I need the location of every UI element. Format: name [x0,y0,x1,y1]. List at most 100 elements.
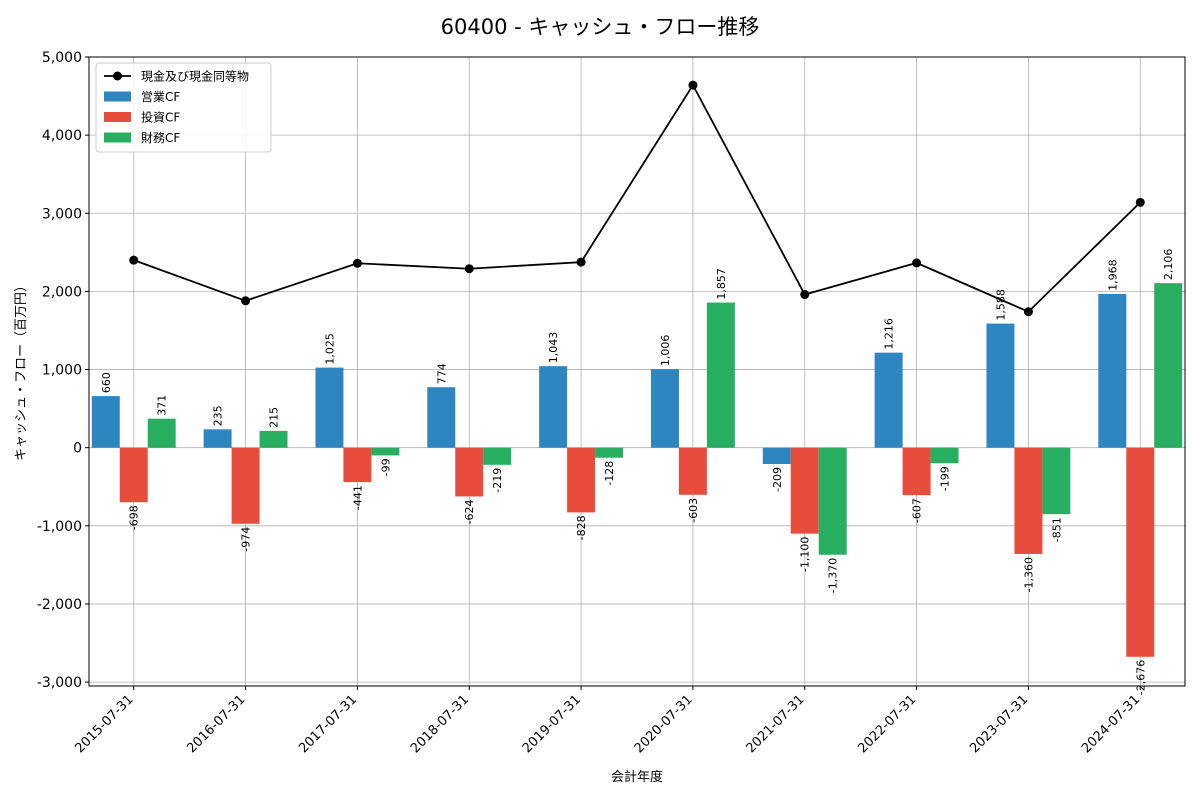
data-label: -209 [771,467,784,492]
data-label: -607 [911,498,924,523]
cash-line [133,83,1141,313]
x-tick-label: 2020-07-31 [632,692,696,756]
data-label: 1,968 [1106,259,1119,291]
x-tick-label: 2018-07-31 [408,692,472,756]
data-label: -219 [491,468,504,493]
bar-財務CF [1042,447,1071,515]
cash-point [912,258,922,268]
data-label: 1,043 [547,332,560,364]
bar-投資CF [231,447,260,524]
y-tick-label: 2,000 [42,284,82,300]
data-label: -828 [575,515,588,540]
legend-label: 財務CF [141,130,180,145]
bar-財務CF [147,418,176,448]
data-label: 774 [435,363,448,384]
x-tick-label: 2019-07-31 [520,692,584,756]
cash-point [352,258,362,268]
legend-marker [113,71,122,81]
data-label: -441 [351,485,364,510]
x-tick-label: 2017-07-31 [296,692,360,756]
legend-swatch [104,132,131,143]
x-tick-label: 2024-07-31 [1079,692,1143,756]
data-label: 235 [212,405,225,426]
y-tick-label: -1,000 [37,519,82,535]
plot-frame [88,56,1186,687]
data-label: -1,360 [1022,557,1035,592]
x-tick-label: 2015-07-31 [73,692,137,756]
bar-財務CF [259,430,288,448]
x-axis-label: 会計年度 [611,769,663,785]
legend-swatch [104,91,131,102]
data-label: -974 [240,527,253,552]
bar-営業CF [1098,293,1127,448]
bar-財務CF [818,447,847,555]
y-tick-label: -3,000 [37,675,82,691]
data-label: 1,025 [323,333,336,365]
bar-営業CF [427,387,456,448]
data-label: 1,857 [715,268,728,300]
legend-label: 投資CF [141,110,180,125]
data-label: -624 [463,499,476,524]
data-label: -603 [687,498,700,523]
bar-投資CF [567,447,596,513]
bar-営業CF [874,352,903,448]
bar-投資CF [1014,447,1043,554]
cash-point [129,255,139,265]
data-label: 1,216 [883,318,896,350]
data-label: 1,588 [994,289,1007,321]
bar-投資CF [119,447,148,503]
bar-財務CF [595,447,624,458]
bar-投資CF [902,447,931,496]
cash-point [1023,307,1033,317]
legend-label: 現金及び現金同等物 [141,69,249,84]
y-tick-label: 1,000 [42,363,82,379]
cash-point [688,80,698,90]
bar-財務CF [706,302,735,448]
data-label: 2,106 [1162,249,1175,281]
x-tick-label: 2016-07-31 [184,692,248,756]
y-tick-label: -2,000 [37,597,82,613]
bar-営業CF [650,369,679,448]
bar-投資CF [1126,447,1155,657]
legend-label: 営業CF [141,90,180,104]
bar-財務CF [483,447,512,465]
bar-営業CF [203,429,232,448]
bar-財務CF [1154,283,1183,448]
data-label: -1,370 [827,558,840,593]
y-tick-label: 5,000 [42,50,82,66]
bar-営業CF [315,367,344,448]
x-tick-label: 2023-07-31 [967,692,1031,756]
legend-swatch [104,112,131,122]
cash-point [464,264,474,274]
cash-point [576,257,586,267]
data-label: 371 [156,395,169,416]
x-tick-label: 2022-07-31 [855,692,919,756]
bar-営業CF [91,396,120,448]
data-label: -128 [603,461,616,486]
bar-営業CF [539,366,568,448]
chart-title: 60400 - キャッシュ・フロー推移 [441,15,760,39]
data-label: 1,006 [659,335,672,367]
data-label: -199 [939,466,952,491]
cash-point [241,296,251,306]
y-axis-label: キャッシュ・フロー（百万円） [14,279,29,461]
bar-投資CF [678,447,707,495]
bar-投資CF [343,447,372,483]
data-label: -851 [1050,517,1063,542]
bar-投資CF [790,447,819,534]
y-tick-label: 3,000 [42,206,82,222]
bar-投資CF [455,447,484,497]
data-label: 660 [100,372,113,393]
y-tick-label: 0 [73,441,82,457]
bar-営業CF [762,447,791,465]
data-label: -99 [379,458,392,476]
cash-point [800,290,810,300]
x-tick-label: 2021-07-31 [744,692,808,756]
legend-box [95,62,272,153]
y-tick-label: 4,000 [42,128,82,144]
bar-営業CF [986,323,1015,448]
bar-財務CF [930,447,959,464]
data-label: -1,100 [799,537,812,572]
